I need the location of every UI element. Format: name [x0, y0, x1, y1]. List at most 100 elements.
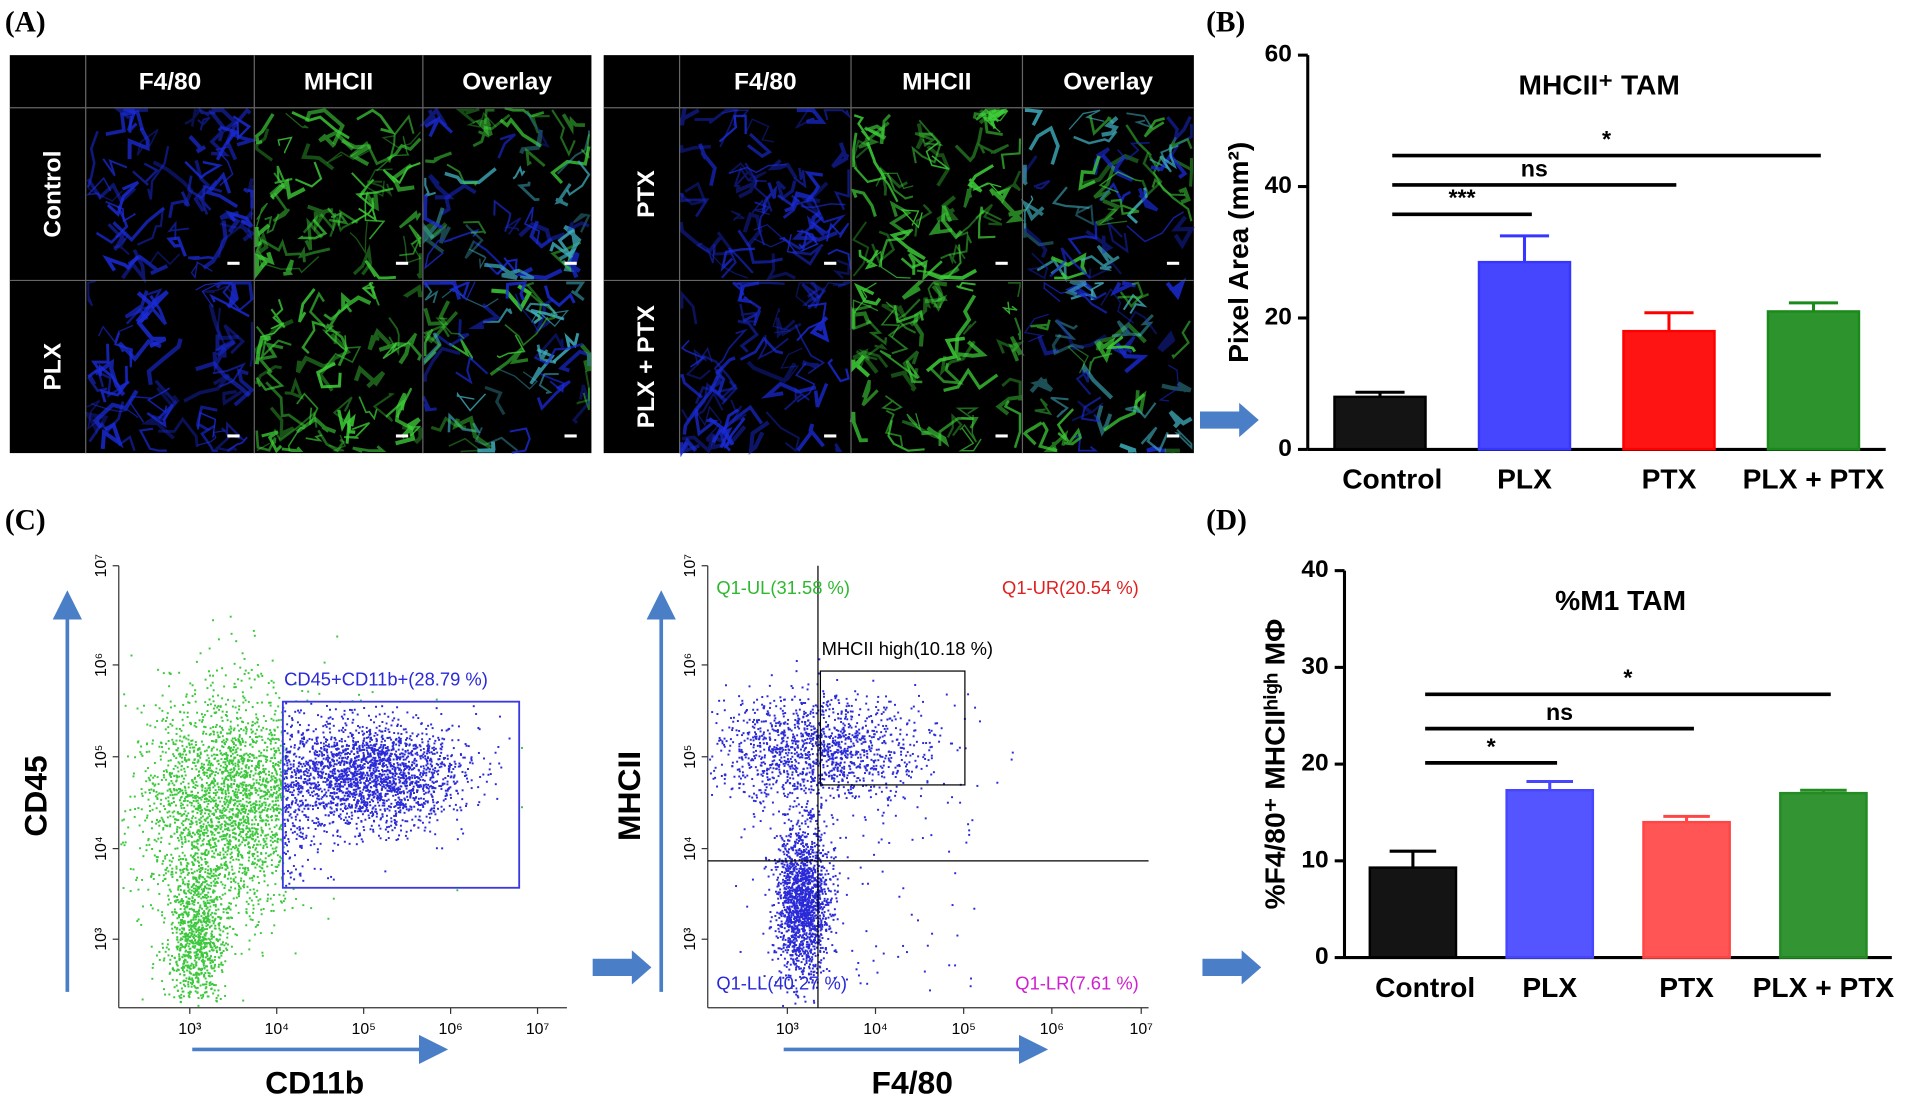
event-dot [228, 925, 231, 928]
event-dot [275, 772, 278, 775]
cell-structure [1093, 337, 1116, 364]
event-dot [221, 667, 224, 670]
event-dot [234, 794, 236, 797]
event-dot [222, 941, 224, 944]
event-dot [284, 822, 287, 825]
cell-structure [831, 142, 850, 169]
event-dot [158, 824, 161, 827]
event-dot [175, 757, 178, 760]
event-dot [177, 747, 180, 750]
event-dot [460, 809, 463, 812]
cell-structure [566, 221, 590, 232]
event-dot [241, 783, 244, 786]
event-dot [247, 813, 250, 816]
cell-structure [900, 257, 943, 282]
event-dot [255, 895, 258, 898]
event-dot [158, 892, 161, 895]
event-dot [187, 953, 190, 956]
event-dot [191, 908, 194, 911]
cell-structure [272, 192, 291, 223]
event-dot [145, 751, 148, 753]
event-dot [197, 760, 200, 763]
cell-structure [1111, 320, 1142, 338]
event-dot [204, 809, 207, 812]
event-dot [203, 807, 206, 810]
event-dot [251, 760, 253, 763]
event-dot [189, 955, 192, 958]
event-dot [240, 855, 243, 858]
event-dot [419, 745, 422, 748]
event-dot [185, 814, 188, 817]
event-dot [259, 754, 262, 757]
event-dot [218, 895, 221, 898]
event-dot [272, 806, 275, 809]
event-dot [197, 953, 200, 956]
event-dot [475, 713, 478, 716]
event-dot [438, 738, 441, 741]
event-dot [178, 739, 181, 742]
event-dot [212, 726, 215, 729]
event-dot [302, 732, 305, 735]
cell-structure [466, 111, 497, 128]
event-dot [204, 965, 207, 968]
event-dot [283, 851, 286, 854]
event-dot [258, 806, 261, 809]
event-dot [359, 699, 362, 702]
event-dot [254, 838, 257, 841]
event-dot [270, 788, 273, 791]
event-dot [253, 857, 256, 860]
event-dot [178, 787, 180, 790]
cell-structure [361, 282, 377, 300]
event-dot [183, 935, 186, 938]
event-dot [144, 791, 147, 794]
event-dot [293, 770, 296, 773]
event-dot [240, 767, 243, 770]
event-dot [209, 703, 212, 706]
event-dot [280, 809, 283, 812]
event-dot [206, 768, 209, 771]
event-dot [254, 818, 257, 821]
event-dot [223, 757, 226, 760]
event-dot [195, 884, 198, 887]
event-dot [194, 846, 197, 849]
event-dot [184, 786, 187, 789]
event-dot [214, 917, 217, 920]
event-dot [211, 930, 214, 933]
event-dot [181, 930, 184, 933]
event-dot [210, 749, 213, 752]
event-dot [172, 815, 175, 818]
event-dot [275, 790, 278, 793]
event-dot [206, 687, 209, 690]
event-dot [264, 804, 267, 806]
event-dot [310, 840, 313, 843]
event-dot [313, 753, 316, 756]
event-dot [234, 796, 237, 799]
event-dot [223, 800, 226, 803]
event-dot [335, 808, 338, 811]
event-dot [296, 833, 299, 836]
event-dot [265, 837, 268, 840]
event-dot [263, 797, 266, 800]
event-dot [336, 779, 339, 782]
event-dot [221, 728, 224, 731]
event-dot [196, 711, 199, 714]
event-dot [198, 835, 201, 838]
event-dot [245, 827, 248, 830]
event-dot [236, 711, 239, 714]
event-dot [238, 772, 241, 775]
event-dot [214, 704, 217, 707]
event-dot [220, 864, 223, 867]
event-dot [192, 883, 195, 886]
event-dot [231, 829, 234, 832]
event-dot [161, 709, 164, 712]
event-dot [261, 674, 264, 677]
event-dot [398, 778, 401, 781]
event-dot [268, 770, 270, 773]
event-dot [275, 846, 278, 849]
event-dot [443, 763, 445, 766]
event-dot [193, 749, 196, 752]
event-dot [157, 783, 160, 786]
event-dot [186, 765, 189, 768]
event-dot [192, 981, 194, 984]
event-dot [215, 845, 218, 848]
